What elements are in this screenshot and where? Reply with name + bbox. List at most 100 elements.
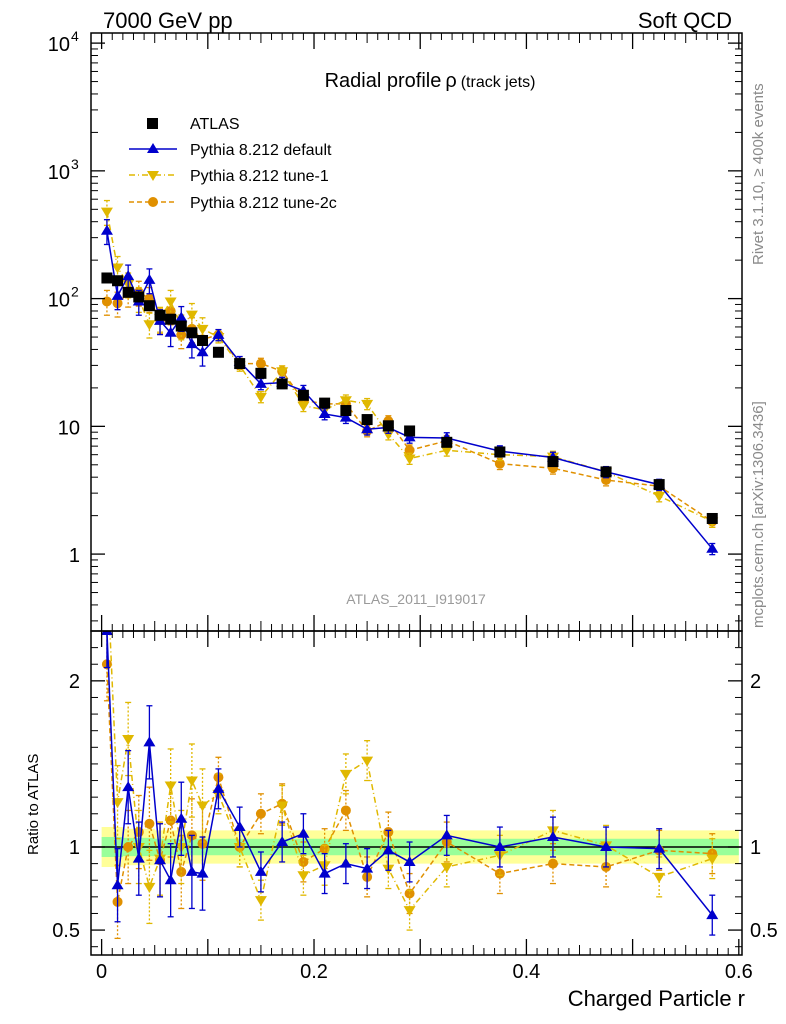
series-top-point-atlas-24 xyxy=(653,479,665,491)
series-bottom-point-pythia-8-212-tune-1-12 xyxy=(254,896,267,907)
series-top-point-atlas-17 xyxy=(361,414,373,426)
ratio-panel-frame xyxy=(90,630,743,956)
series-bottom-point-pythia-8-212-tune-1-17 xyxy=(361,756,374,767)
legend-marker-default xyxy=(147,143,159,153)
legend: ATLAS Pythia 8.212 default Pythia 8.212 … xyxy=(129,116,337,212)
series-bottom-point-pythia-8-212-tune-2c-4 xyxy=(144,818,155,829)
top-ytick-label-3: 10 xyxy=(48,162,70,184)
series-bottom-point-pythia-8-212-tune-1-0 xyxy=(101,561,113,571)
series-top-point-pythia-8-212-default-9 xyxy=(196,346,209,357)
series-bottom-point-pythia-8-212-tune-2c-22 xyxy=(547,858,558,869)
top-ytick-label-1: 10 xyxy=(58,417,80,439)
series-bottom-point-pythia-8-212-default-10 xyxy=(212,782,225,793)
series-top-point-pythia-8-212-default-4 xyxy=(143,273,156,284)
ratio-y-axis-label: Ratio to ATLAS xyxy=(25,754,42,855)
series-top-atlas xyxy=(101,272,718,524)
header-left-label: 7000 GeV pp xyxy=(103,8,233,33)
series-top-line-pythia-8-212-tune-1 xyxy=(106,211,713,523)
series-top-point-pythia-8-212-default-6 xyxy=(164,326,177,337)
series-bottom-point-pythia-8-212-tune-1-9 xyxy=(196,801,209,812)
series-bottom-point-pythia-8-212-default-1 xyxy=(111,879,124,890)
series-top-point-pythia-8-212-tune-2c-12 xyxy=(255,358,266,369)
series-bottom-point-pythia-8-212-default-16 xyxy=(339,857,352,868)
series-top-point-pythia-8-212-default-12 xyxy=(254,377,267,388)
series-bottom-point-pythia-8-212-default-18 xyxy=(382,844,395,855)
series-top-point-atlas-7 xyxy=(175,320,187,332)
series-top-point-pythia-8-212-default-25 xyxy=(706,542,719,553)
series-top-point-pythia-8-212-tune-1-24 xyxy=(653,491,666,502)
series-top-point-pythia-8-212-tune-1-1 xyxy=(111,263,124,274)
series-top-point-atlas-19 xyxy=(404,425,416,437)
series-bottom-point-pythia-8-212-default-25 xyxy=(706,909,719,920)
series-bottom-point-pythia-8-212-default-8 xyxy=(185,865,198,876)
series-top-point-atlas-25 xyxy=(706,512,718,524)
series-bottom-point-pythia-8-212-default-9 xyxy=(196,867,209,878)
ratio-ytick-label-left-2: 2 xyxy=(69,671,80,693)
series-top-point-atlas-3 xyxy=(133,291,145,303)
ratio-ytick-label-right-0: 0.5 xyxy=(750,920,778,942)
plot-title-symbol: ρ xyxy=(445,70,456,92)
series-top-point-atlas-9 xyxy=(197,334,209,346)
series-top-point-atlas-1 xyxy=(112,275,124,287)
series-bottom-point-pythia-8-212-default-24 xyxy=(653,842,666,853)
series-bottom-point-pythia-8-212-tune-1-20 xyxy=(440,862,453,873)
series-bottom-point-pythia-8-212-tune-2c-2 xyxy=(123,842,134,852)
series-bottom-point-pythia-8-212-tune-1-13 xyxy=(276,801,289,812)
series-bottom-point-pythia-8-212-tune-1-25 xyxy=(706,854,719,865)
side-label-upper: Rivet 3.1.10, ≥ 400k events xyxy=(750,83,767,265)
legend-label-default: Pythia 8.212 default xyxy=(190,142,332,159)
series-layer-bottom xyxy=(100,561,719,940)
side-label-lower: mcplots.cern.ch [arXiv:1306.3436] xyxy=(750,401,767,628)
series-top-point-atlas-23 xyxy=(600,466,612,478)
series-top-point-pythia-8-212-default-7 xyxy=(175,311,188,322)
series-top-point-pythia-8-212-tune-2c-21 xyxy=(494,458,505,469)
series-top-point-pythia-8-212-tune-1-4 xyxy=(143,320,156,331)
top-ytick-label-0: 1 xyxy=(69,545,80,567)
series-bottom-point-pythia-8-212-tune-1-2 xyxy=(122,735,135,745)
header-right-label: Soft QCD xyxy=(638,8,732,33)
series-bottom-point-pythia-8-212-default-17 xyxy=(361,862,374,873)
top-ytick-label-exp-3: 3 xyxy=(71,156,79,172)
legend-marker-atlas xyxy=(147,118,158,129)
ratio-ytick-label-right-2: 2 xyxy=(750,671,761,693)
series-top-point-pythia-8-212-tune-2c-7 xyxy=(176,329,187,340)
series-bottom-point-pythia-8-212-default-6 xyxy=(164,874,177,885)
series-top-point-pythia-8-212-tune-1-17 xyxy=(361,399,374,410)
series-top-point-pythia-8-212-default-16 xyxy=(339,411,352,422)
series-top-point-pythia-8-212-tune-1-9 xyxy=(196,324,209,335)
series-bottom-point-pythia-8-212-tune-1-24 xyxy=(653,872,666,883)
series-bottom-point-pythia-8-212-tune-1-6 xyxy=(164,781,177,792)
series-top-point-atlas-5 xyxy=(154,309,166,321)
series-bottom-point-pythia-8-212-default-19 xyxy=(403,855,416,866)
series-top-point-pythia-8-212-tune-1-12 xyxy=(254,392,267,403)
series-top-pythia-8-212-tune-2c xyxy=(101,280,718,528)
series-bottom-line-pythia-8-212-tune-2c xyxy=(106,664,713,902)
series-bottom-pythia-8-212-default xyxy=(100,631,719,936)
plot-title: Radial profile ρ (track jets) xyxy=(325,70,536,92)
x-axis-label: Charged Particle r xyxy=(568,986,745,1011)
series-bottom-point-pythia-8-212-tune-1-16 xyxy=(339,769,352,780)
series-bottom-point-pythia-8-212-default-11 xyxy=(233,821,246,832)
series-top-point-pythia-8-212-default-8 xyxy=(185,338,198,349)
ratio-ytick-label-right-1: 1 xyxy=(750,837,761,859)
series-top-point-atlas-16 xyxy=(340,405,352,417)
series-top-point-pythia-8-212-default-10 xyxy=(212,328,225,339)
series-bottom-point-pythia-8-212-default-5 xyxy=(154,854,167,865)
series-bottom-point-pythia-8-212-default-13 xyxy=(276,836,289,847)
top-ytick-label-4: 10 xyxy=(48,34,70,56)
series-bottom-point-pythia-8-212-default-23 xyxy=(600,841,613,851)
series-bottom-point-pythia-8-212-default-12 xyxy=(254,865,267,876)
series-bottom-line-pythia-8-212-default xyxy=(106,631,713,916)
legend-marker-tune2c xyxy=(148,197,158,207)
series-top-point-atlas-6 xyxy=(165,313,177,325)
series-top-point-pythia-8-212-tune-1-19 xyxy=(403,454,416,465)
series-top-point-pythia-8-212-default-0 xyxy=(100,224,113,235)
series-bottom-point-pythia-8-212-tune-1-11 xyxy=(233,843,246,853)
legend-marker-tune1 xyxy=(147,171,159,181)
series-top-point-pythia-8-212-tune-2c-0 xyxy=(101,296,112,307)
series-top-point-pythia-8-212-default-1 xyxy=(111,289,124,300)
series-bottom-point-pythia-8-212-tune-2c-21 xyxy=(494,868,505,879)
series-top-pythia-8-212-default xyxy=(100,219,719,556)
xtick-label-2: 0.4 xyxy=(513,961,541,983)
